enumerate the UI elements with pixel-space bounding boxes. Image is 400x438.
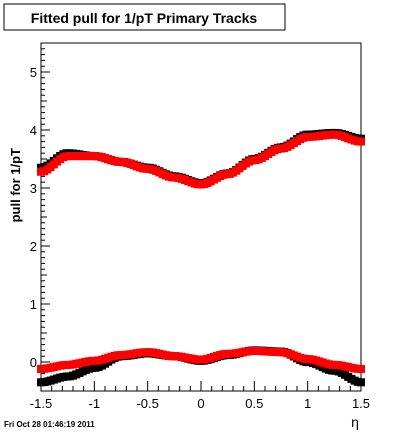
x-tick-label: 0.5 — [245, 396, 263, 411]
y-axis-label: pull for 1/pT — [8, 148, 23, 222]
data-point — [357, 137, 365, 146]
x-tick-label: 0 — [197, 396, 204, 411]
y-tick-label: 4 — [30, 123, 37, 138]
x-tick-label: -1.5 — [30, 396, 52, 411]
x-axis: -1.5 -1 -0.5 0 0.5 1 1.5 — [30, 381, 370, 411]
chart-title: Fitted pull for 1/pT Primary Tracks — [31, 10, 258, 26]
data-point — [357, 364, 365, 373]
x-axis-label: η — [351, 414, 359, 430]
title-box — [3, 3, 286, 31]
data-point — [357, 378, 365, 387]
series-1 — [37, 130, 365, 189]
y-tick-label: 0 — [30, 355, 37, 370]
x-tick-label: 1 — [304, 396, 311, 411]
x-tick-label: -0.5 — [136, 396, 158, 411]
data-points — [37, 128, 365, 387]
y-tick-label: 1 — [30, 297, 37, 312]
series-3 — [37, 346, 365, 373]
y-tick-label: 3 — [30, 181, 37, 196]
plot-frame — [40, 42, 362, 392]
y-axis: 0 1 2 3 4 5 — [30, 42, 50, 392]
timestamp: Fri Oct 28 01:46:19 2011 — [4, 420, 95, 429]
x-tick-label: -1 — [89, 396, 101, 411]
y-tick-label: 5 — [30, 65, 37, 80]
x-tick-label: 1.5 — [352, 396, 370, 411]
y-tick-label: 2 — [30, 239, 37, 254]
